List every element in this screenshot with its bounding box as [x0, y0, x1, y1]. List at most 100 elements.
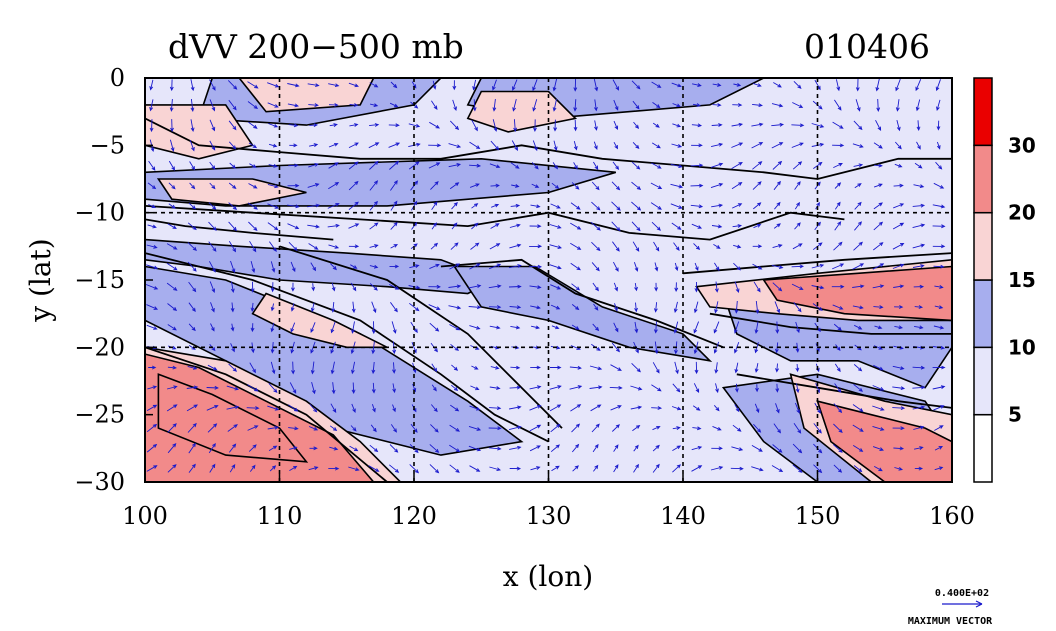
wind-vector — [311, 283, 316, 292]
contour-contour-central — [440, 258, 724, 349]
wind-vector — [833, 163, 843, 169]
wind-vector — [691, 465, 703, 472]
wind-vector — [653, 241, 660, 252]
wind-vector — [208, 442, 216, 454]
wind-vector — [892, 426, 905, 431]
wind-vector — [250, 260, 256, 274]
wind-vector — [532, 79, 538, 92]
wind-vector — [875, 119, 882, 132]
wind-vector — [529, 424, 542, 432]
wind-vector — [569, 385, 583, 390]
wind-vector — [734, 321, 740, 334]
wind-vector — [511, 140, 519, 152]
wind-vector — [167, 303, 178, 312]
wind-vector — [872, 385, 885, 391]
max-vector-value: 0.400E+02 — [935, 588, 989, 599]
wind-vector — [593, 161, 599, 170]
wind-vector — [610, 364, 622, 371]
wind-vector — [834, 99, 842, 111]
wind-vector — [553, 119, 558, 132]
wind-vector — [289, 143, 298, 148]
wind-vector — [833, 444, 843, 453]
wind-vector — [169, 139, 175, 152]
wind-vector — [552, 162, 558, 170]
wind-vector — [550, 423, 561, 433]
y-axis-ticks: 0 −5 −10 −15 −20 −25 −30 — [74, 64, 153, 496]
wind-vector — [148, 204, 157, 208]
wind-vector — [228, 240, 237, 253]
wind-vector — [672, 383, 681, 393]
wind-vector — [510, 203, 521, 208]
region-pink-top-left — [238, 78, 375, 113]
wind-vector — [693, 243, 701, 251]
wind-vector — [831, 284, 845, 289]
wind-vector — [188, 281, 197, 293]
x-axis-label: x (lon) — [503, 560, 593, 593]
wind-vector — [166, 282, 178, 291]
wind-vector — [432, 80, 437, 90]
wind-vector — [673, 242, 680, 251]
wind-vector — [754, 403, 760, 414]
wind-vector — [351, 382, 356, 395]
wind-vector — [631, 181, 642, 190]
wind-vector — [734, 300, 739, 314]
colorbar-tick-label: 30 — [1008, 133, 1036, 157]
wind-vector — [613, 282, 618, 292]
wind-vector — [852, 143, 864, 148]
wind-vector — [489, 406, 502, 411]
wind-vector — [249, 240, 257, 253]
wind-vector — [852, 424, 864, 432]
wind-vector — [190, 119, 195, 133]
wind-vector — [711, 224, 723, 229]
wind-vector — [369, 82, 379, 88]
wind-vector — [914, 162, 923, 169]
wind-vector — [833, 241, 843, 251]
wind-vector — [188, 302, 196, 313]
wind-vector — [932, 244, 946, 249]
wind-vector — [873, 242, 884, 251]
wind-vector — [873, 221, 884, 231]
wind-vector — [472, 79, 477, 91]
wind-vector — [187, 365, 198, 370]
wind-vector — [791, 264, 805, 269]
wind-vector — [710, 465, 724, 471]
wind-vector — [590, 404, 602, 412]
wind-vector — [350, 425, 357, 432]
wind-vector — [913, 425, 925, 430]
wind-vector — [711, 142, 724, 148]
grid-lines — [145, 78, 952, 482]
wind-vector — [876, 98, 881, 112]
wind-vector — [934, 305, 944, 310]
wind-vector — [895, 78, 901, 92]
wind-vector — [855, 78, 860, 92]
wind-vector — [894, 305, 904, 309]
wind-vector — [392, 404, 396, 413]
wind-vector — [813, 464, 823, 474]
wind-vector — [389, 444, 399, 453]
wind-vector — [753, 82, 762, 87]
wind-vector — [449, 120, 460, 131]
wind-vector — [934, 446, 944, 451]
wind-vector — [753, 224, 762, 229]
wind-vector — [412, 383, 417, 393]
colorbar-segment — [973, 77, 993, 147]
wind-vector — [654, 262, 659, 272]
wind-vector — [311, 381, 316, 395]
wind-vector — [308, 163, 319, 168]
wind-vector — [872, 446, 884, 451]
wind-vector — [932, 385, 946, 390]
wind-vector — [754, 321, 759, 334]
region-band-central — [452, 265, 713, 363]
wind-vector — [772, 160, 783, 170]
wind-vector — [248, 183, 258, 189]
wind-vector — [249, 362, 256, 374]
wind-vector — [228, 221, 237, 232]
wind-vector — [226, 405, 240, 410]
wind-vector — [813, 423, 822, 434]
wind-vector — [530, 365, 541, 370]
wind-vector — [652, 102, 661, 109]
wind-vector — [369, 180, 379, 191]
wind-vector — [409, 464, 420, 474]
wind-vector — [633, 262, 639, 272]
wind-vector — [632, 424, 641, 432]
